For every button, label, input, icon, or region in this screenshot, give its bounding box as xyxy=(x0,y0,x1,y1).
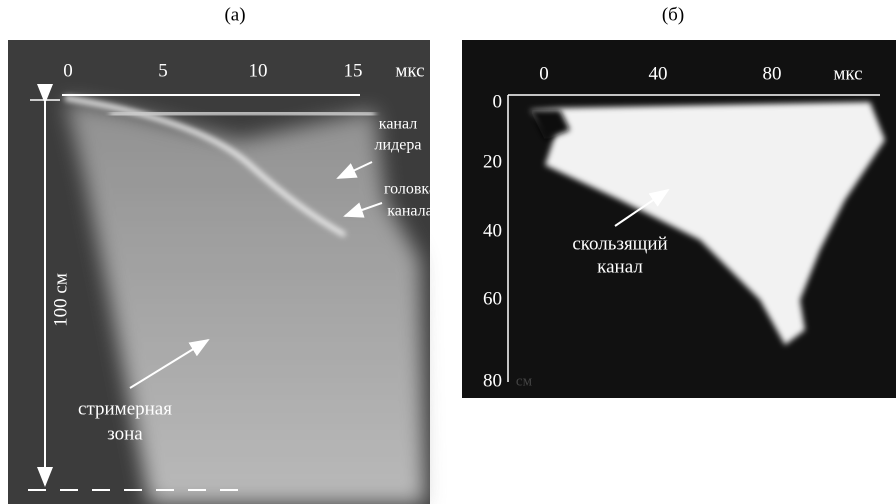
photo-b: 0 40 80 мкс 0 20 40 60 80 см скользящий … xyxy=(462,40,896,398)
unit-label: мкс xyxy=(833,63,862,84)
scale-label: 100 см xyxy=(50,273,71,327)
left-tick-label: 20 xyxy=(483,151,502,172)
annotation: головка xyxy=(384,181,436,198)
left-tick-label: 40 xyxy=(483,220,502,241)
annotation: стримерная xyxy=(78,398,172,419)
left-tick-label: 80 xyxy=(483,370,502,391)
annotation: канал xyxy=(379,116,417,133)
annotation: канала xyxy=(387,203,433,220)
top-tick-label: 0 xyxy=(63,60,73,81)
photo-a: 0 5 10 15 мкс 100 см канал лидера головк… xyxy=(8,40,436,504)
top-tick-label: 0 xyxy=(539,63,549,84)
figure: (a) (б) 0 5 10 15 мкс 100 см канал лидер… xyxy=(0,0,896,504)
unit-label: мкс xyxy=(395,60,424,81)
annotation: канал xyxy=(597,256,643,277)
top-tick-label: 5 xyxy=(158,60,168,81)
top-tick-label: 80 xyxy=(763,63,782,84)
panel-label: (a) xyxy=(224,4,245,25)
panel-label: (б) xyxy=(662,4,684,25)
top-tick-label: 10 xyxy=(249,60,268,81)
left-tick-label: 60 xyxy=(483,288,502,309)
annotation: зона xyxy=(107,423,143,444)
top-tick-label: 40 xyxy=(649,63,668,84)
annotation: лидера xyxy=(375,137,422,154)
unit-label: см xyxy=(516,373,533,389)
annotation: скользящий xyxy=(572,233,667,254)
streak xyxy=(110,113,375,116)
top-tick-label: 15 xyxy=(344,60,363,81)
left-tick-label: 0 xyxy=(493,91,503,112)
